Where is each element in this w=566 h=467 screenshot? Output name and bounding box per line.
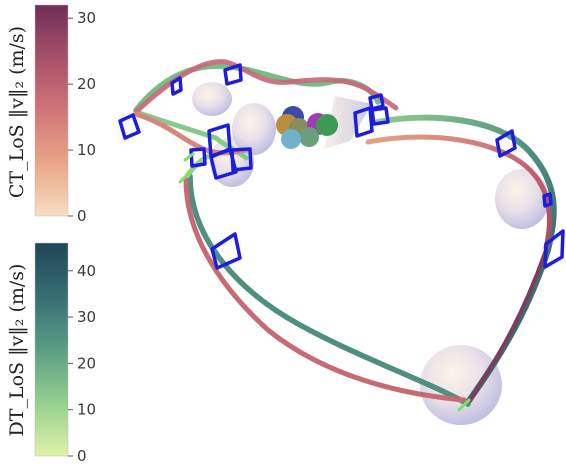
obstacle-sphere-right (495, 169, 549, 229)
ct-path-right (365, 134, 552, 251)
ct-path-left-descent (183, 177, 467, 403)
dt-path-left-descent (187, 173, 471, 407)
dt-tick-label: 10 (77, 401, 96, 419)
ct-path-mid (133, 111, 249, 156)
ct-tick-label: 0 (77, 207, 87, 225)
ct-trajectory (133, 59, 552, 403)
ct-path-upper (133, 59, 399, 115)
dt-colorbar-ticks: 0 10 20 30 40 (68, 262, 96, 465)
gate-marker (178, 170, 192, 184)
ct-tick-label: 10 (77, 141, 96, 159)
dt-tick-label: 0 (77, 447, 87, 465)
gate (209, 147, 238, 180)
gate (370, 106, 390, 126)
obstacle-ball-green (316, 114, 338, 136)
obstacle-ball-cyan (281, 129, 301, 149)
ct-path-bottom-right (468, 248, 548, 402)
gate (118, 113, 141, 140)
gates (118, 63, 565, 270)
gate (368, 93, 385, 111)
gate-markers (178, 152, 471, 412)
ct-colorbar-gradient (34, 4, 69, 217)
dt-colorbar: 0 10 20 30 40 DT_LoS ‖v‖₂ (m/s) (6, 242, 96, 465)
gate (495, 129, 517, 158)
gate-marker (457, 398, 471, 412)
gate (353, 106, 374, 138)
dt-tick-label: 30 (77, 308, 96, 326)
obstacle-ball-teal (299, 127, 319, 147)
gate (170, 76, 183, 96)
gate (542, 192, 553, 208)
gate-marker (183, 152, 195, 162)
dt-colorbar-title: DT_LoS ‖v‖₂ (m/s) (6, 264, 28, 437)
gate (189, 147, 207, 168)
ct-colorbar: 0 10 20 30 CT_LoS ‖v‖₂ (m/s) (6, 4, 96, 225)
obstacle-sphere-top (192, 82, 232, 116)
ct-tick-label: 20 (77, 75, 96, 93)
ct-tick-label: 30 (77, 9, 96, 27)
scene (118, 59, 565, 425)
obstacle-ellipsoid-center (232, 103, 276, 155)
gate (223, 63, 243, 86)
dt-colorbar-gradient (34, 242, 69, 457)
ct-colorbar-title: CT_LoS ‖v‖₂ (m/s) (6, 26, 28, 198)
obstacle-cluster (276, 106, 338, 149)
gate (210, 232, 242, 270)
gate (230, 147, 253, 172)
obstacle-cone (324, 96, 372, 149)
dt-tick-label: 20 (77, 354, 96, 372)
obstacle-sphere-bottom (420, 345, 502, 425)
dt-tick-label: 40 (77, 262, 96, 280)
gate (543, 229, 565, 269)
ct-colorbar-ticks: 0 10 20 30 (68, 9, 96, 225)
